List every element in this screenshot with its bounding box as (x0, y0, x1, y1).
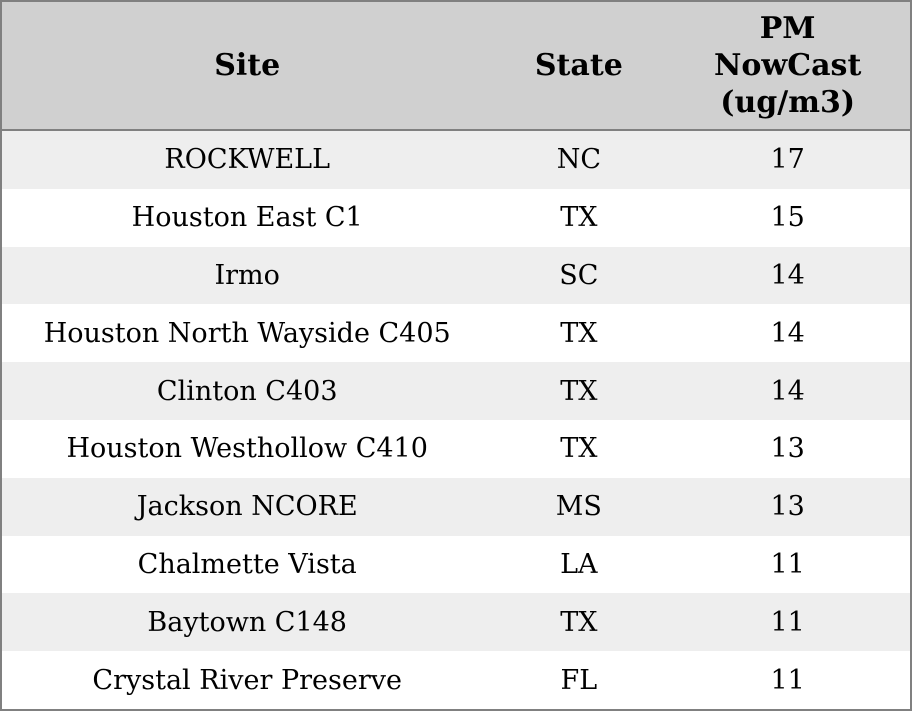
cell-state: LA (560, 548, 598, 580)
table-row: Houston East C1 TX 15 (1, 188, 911, 247)
table-row: Houston North Wayside C405 TX 14 (1, 304, 911, 363)
cell-pm: 14 (770, 259, 805, 291)
cell-state: TX (560, 433, 598, 465)
cell-state: FL (560, 664, 598, 696)
table-row: ROCKWELL NC 17 (1, 130, 911, 189)
cell-pm: 13 (770, 491, 805, 523)
cell-state: NC (556, 144, 601, 176)
cell-pm: 11 (770, 606, 805, 638)
cell-pm: 15 (770, 202, 805, 234)
cell-site: Clinton C403 (156, 375, 338, 407)
table-header: Site State PM NowCast (ug/m3) (1, 1, 911, 131)
header-row: Site State PM NowCast (ug/m3) (1, 1, 911, 131)
cell-state: TX (560, 606, 598, 638)
cell-site: Houston North Wayside C405 (43, 317, 451, 349)
cell-site: Crystal River Preserve (92, 664, 402, 696)
header-site: Site (1, 1, 493, 131)
table-row: Crystal River Preserve FL 11 (1, 651, 911, 710)
header-pm-nowcast: PM NowCast (ug/m3) (665, 1, 911, 131)
cell-site: Houston Westhollow C410 (66, 433, 428, 465)
table-body: ROCKWELL NC 17 Houston East C1 TX 15 Irmo SC 14 H… (1, 130, 911, 710)
table-row: Jackson NCORE MS 13 (1, 477, 911, 536)
cell-state: TX (560, 317, 598, 349)
cell-pm: 14 (770, 317, 805, 349)
cell-state: TX (560, 375, 598, 407)
table-row: Clinton C403 TX 14 (1, 362, 911, 420)
cell-site: ROCKWELL (164, 144, 331, 176)
cell-pm: 17 (770, 144, 805, 176)
cell-site: Chalmette Vista (137, 548, 357, 580)
table-row: Chalmette Vista LA 11 (1, 535, 911, 594)
cell-pm: 13 (770, 433, 805, 465)
table-row: Irmo SC 14 (1, 246, 911, 305)
cell-site: Baytown C148 (147, 606, 347, 638)
cell-site: Houston East C1 (131, 202, 363, 234)
cell-state: SC (559, 259, 599, 291)
cell-site: Irmo (214, 259, 280, 291)
table-row: Houston Westhollow C410 TX 13 (1, 419, 911, 478)
cell-site: Jackson NCORE (136, 491, 358, 523)
cell-pm: 14 (770, 375, 805, 407)
cell-pm: 11 (770, 664, 805, 696)
cell-pm: 11 (770, 548, 805, 580)
cell-state: TX (560, 202, 598, 234)
table-row: Baytown C148 TX 11 (1, 593, 911, 652)
header-state: State (492, 1, 666, 131)
cell-state: MS (555, 491, 602, 523)
